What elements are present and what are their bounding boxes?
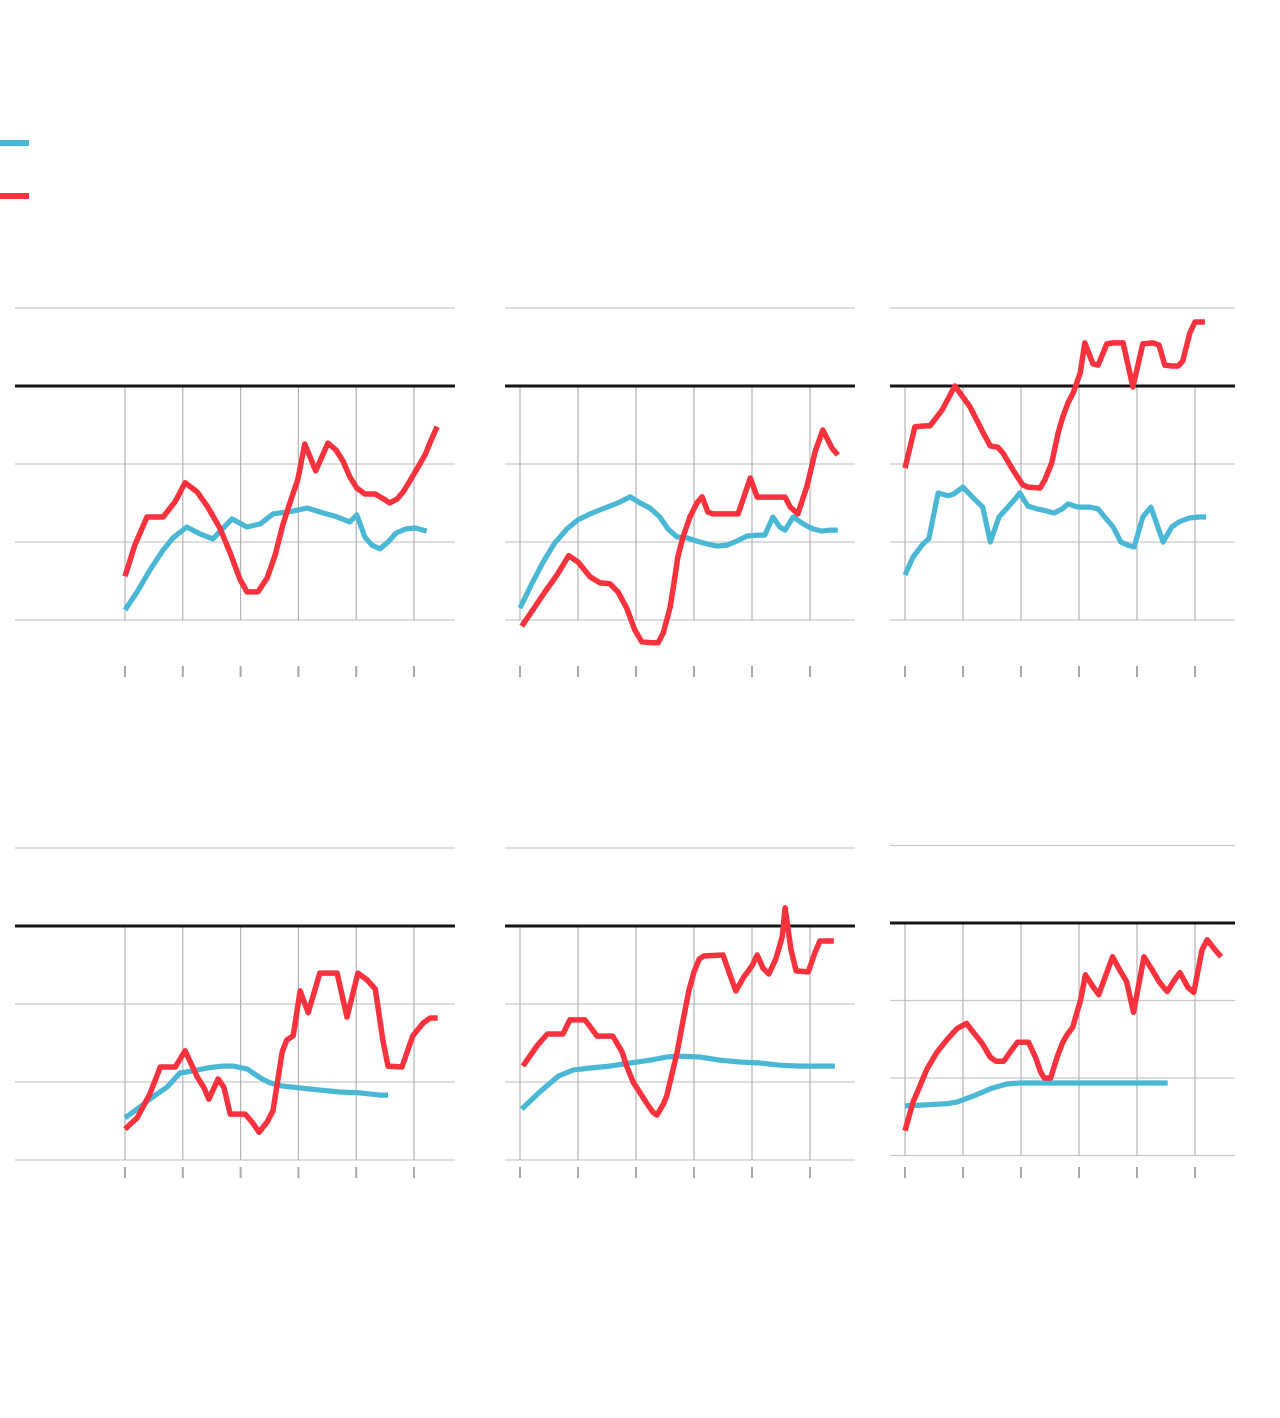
panel-top-left xyxy=(15,307,455,677)
legend-key-cyan-line xyxy=(0,140,29,146)
panel-top-middle xyxy=(505,307,855,677)
red-series-line xyxy=(122,425,440,595)
legend-key-red-line xyxy=(0,193,29,199)
cyan-series-line xyxy=(519,1053,835,1111)
red-series-line xyxy=(902,936,1224,1132)
cyan-series-line xyxy=(904,1080,1168,1109)
red-series-line xyxy=(123,970,438,1135)
panel-bottom-left xyxy=(15,847,455,1178)
cyan-series-line xyxy=(123,1063,388,1121)
red-series-line xyxy=(520,905,834,1118)
cyan-series-line xyxy=(122,505,428,612)
panel-top-right xyxy=(890,307,1235,677)
red-series-line xyxy=(902,319,1205,491)
legend xyxy=(0,0,300,220)
cyan-series-line xyxy=(517,494,838,610)
panel-bottom-right xyxy=(890,844,1235,1178)
cyan-series-line xyxy=(902,484,1206,577)
panel-bottom-middle xyxy=(505,847,855,1178)
red-series-line xyxy=(519,427,840,646)
